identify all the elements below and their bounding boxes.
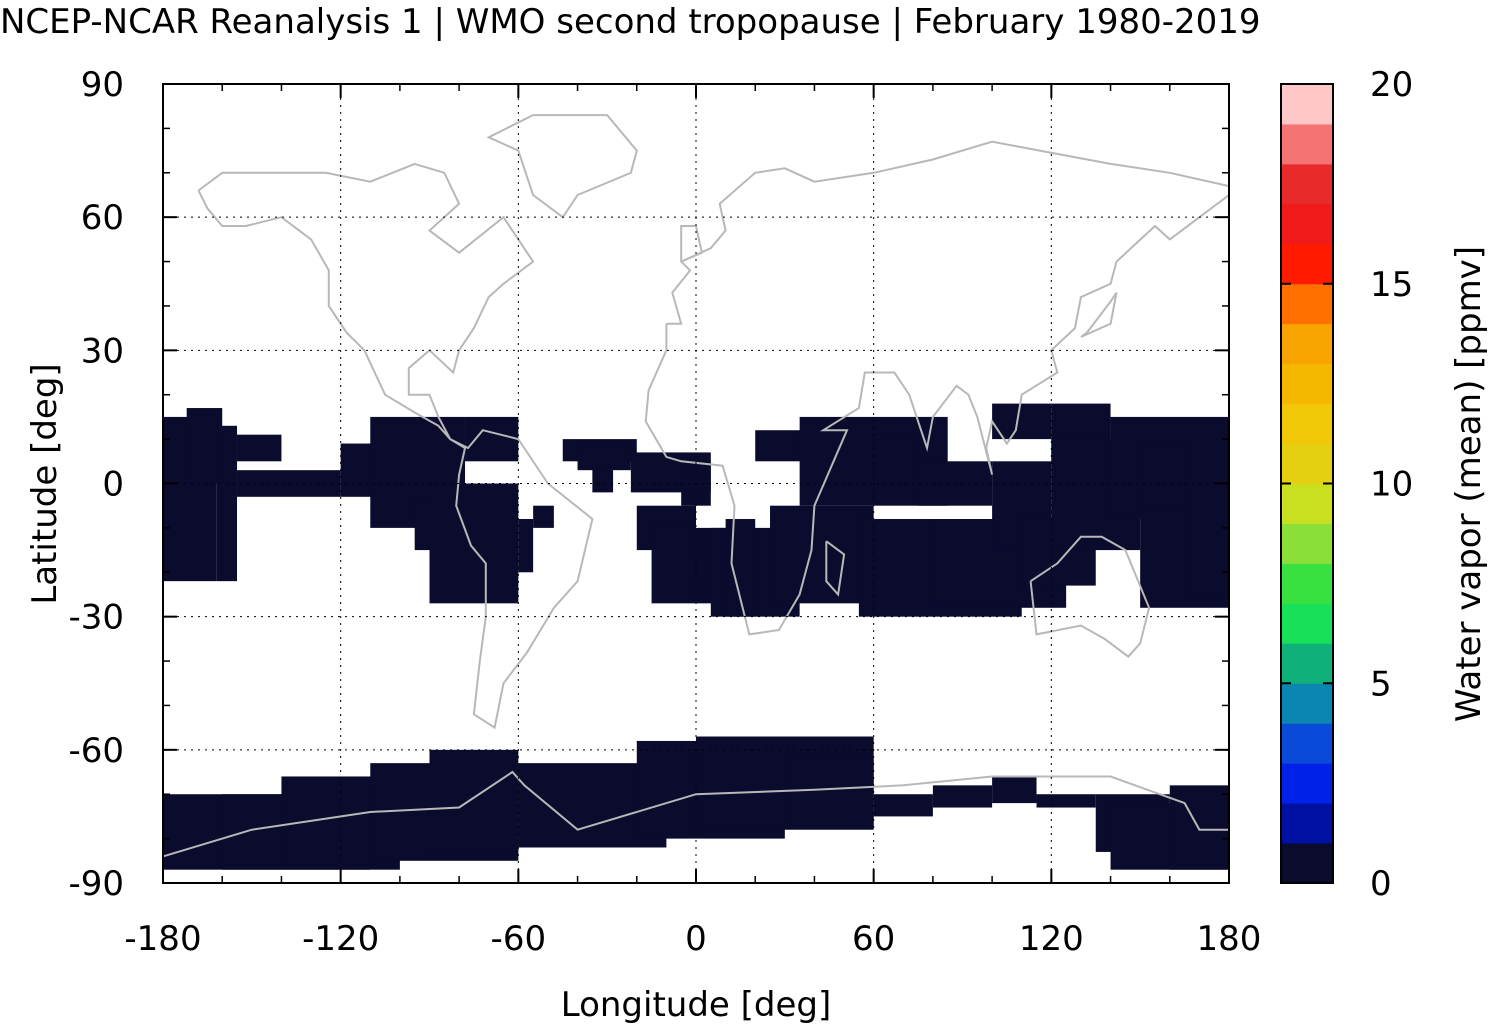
data-cell bbox=[873, 794, 933, 817]
data-cell bbox=[873, 439, 919, 484]
coastline bbox=[197, 162, 594, 730]
data-cell bbox=[429, 483, 519, 604]
y-tick-label: 30 bbox=[81, 331, 124, 371]
chart-title: NCEP-NCAR Reanalysis 1 | WMO second trop… bbox=[0, 2, 1261, 42]
colorbar-swatch bbox=[1281, 163, 1333, 205]
colorbar-swatch bbox=[1281, 763, 1333, 804]
gridlines bbox=[163, 84, 1229, 883]
colorbar-tick-label: 15 bbox=[1370, 265, 1413, 305]
x-tick-label: 120 bbox=[1019, 919, 1084, 959]
colorbar-swatch bbox=[1281, 723, 1333, 764]
data-cell bbox=[533, 505, 554, 528]
y-tick-label: 60 bbox=[81, 198, 124, 238]
colorbar-swatch bbox=[1281, 203, 1333, 245]
y-tick-label: -90 bbox=[68, 864, 124, 904]
data-cell bbox=[237, 434, 282, 462]
coastline bbox=[1029, 535, 1151, 658]
x-tick-label: 0 bbox=[685, 919, 707, 959]
colorbar-swatch bbox=[1281, 803, 1333, 844]
x-tick-label: -60 bbox=[491, 919, 547, 959]
x-tick-label: 60 bbox=[852, 919, 895, 959]
coastline bbox=[162, 770, 1229, 858]
colorbar-swatch bbox=[1281, 363, 1333, 405]
colorbar-swatch bbox=[1281, 443, 1333, 484]
colorbar-swatch bbox=[1281, 323, 1333, 365]
colorbar-swatch bbox=[1281, 683, 1333, 724]
colorbar-swatch bbox=[1281, 483, 1333, 524]
colorbar: 0 5 10 15 20 bbox=[1280, 65, 1413, 904]
x-tick-label: -120 bbox=[302, 919, 379, 959]
y-tick-label: 90 bbox=[81, 65, 124, 105]
x-tick-label: 180 bbox=[1197, 919, 1262, 959]
colorbar-swatch bbox=[1281, 123, 1333, 165]
data-cell bbox=[592, 465, 614, 493]
colorbar-tick-label: 5 bbox=[1370, 664, 1392, 704]
y-axis: 90 60 30 0 -30 -60 -90 bbox=[68, 65, 1229, 904]
data-cell bbox=[992, 776, 1037, 804]
x-axis-label: Longitude [deg] bbox=[561, 985, 832, 1025]
colorbar-swatch bbox=[1281, 563, 1333, 604]
data-cell bbox=[186, 408, 223, 484]
y-tick-label: 0 bbox=[102, 465, 124, 505]
data-cell bbox=[1036, 794, 1096, 808]
colorbar-tick-label: 20 bbox=[1370, 65, 1413, 105]
data-cell bbox=[1169, 785, 1229, 870]
colorbar-tick-label: 10 bbox=[1370, 465, 1413, 505]
colorbar-swatch bbox=[1281, 243, 1333, 285]
y-tick-label: -60 bbox=[68, 731, 124, 771]
data-cell bbox=[518, 519, 534, 573]
y-tick-label: -30 bbox=[68, 598, 124, 638]
data-cell bbox=[1184, 483, 1229, 595]
colorbar-swatch bbox=[1281, 523, 1333, 564]
colorbar-swatch bbox=[1281, 843, 1333, 884]
colorbar-swatch bbox=[1281, 283, 1333, 325]
colorbar-swatch bbox=[1281, 603, 1333, 644]
data-cell bbox=[784, 758, 874, 826]
data-cell bbox=[992, 403, 1052, 440]
coastlines bbox=[162, 114, 1230, 858]
data-cells bbox=[163, 403, 1229, 870]
data-cell bbox=[577, 447, 631, 471]
data-cell bbox=[429, 749, 519, 852]
data-cell bbox=[465, 416, 519, 462]
coastline bbox=[680, 225, 704, 263]
colorbar-swatch bbox=[1281, 643, 1333, 684]
colorbar-label: Water vapor (mean) [ppmv] bbox=[1449, 246, 1489, 722]
colorbar-swatch bbox=[1281, 403, 1333, 445]
data-cell bbox=[1140, 447, 1185, 506]
x-tick-label: -180 bbox=[124, 919, 201, 959]
coastline bbox=[1080, 292, 1118, 338]
colorbar-swatch bbox=[1281, 84, 1333, 125]
data-cell bbox=[932, 785, 993, 808]
coastline bbox=[825, 540, 846, 597]
x-axis: -180 -120 -60 0 60 120 180 bbox=[124, 84, 1261, 959]
coastline bbox=[644, 140, 1230, 636]
coastline bbox=[486, 114, 638, 219]
y-axis-label: Latitude [deg] bbox=[25, 363, 65, 604]
data-cell bbox=[770, 505, 874, 604]
colorbar-tick-label: 0 bbox=[1370, 864, 1392, 904]
